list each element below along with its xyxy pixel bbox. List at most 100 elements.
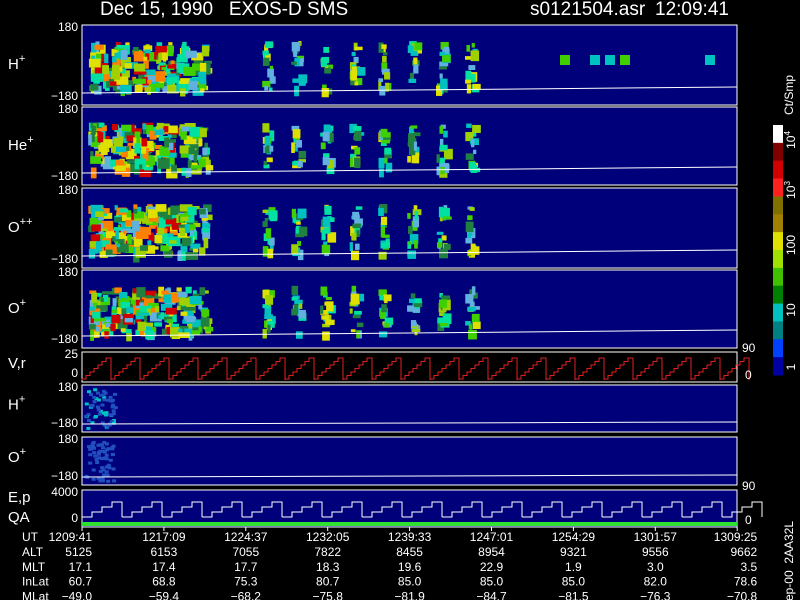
spectrogram-cell [133, 208, 138, 214]
axis-top: 180 [58, 102, 78, 116]
spectrogram-cell [199, 62, 207, 73]
spectrogram-cell [412, 216, 420, 228]
row-value: 1239:33 [388, 530, 432, 544]
spectrogram-cell [326, 88, 333, 95]
spectrogram-cell [106, 463, 111, 467]
colorbar-segment [773, 303, 783, 322]
spectrogram-cell [407, 213, 411, 219]
spectrogram-cell [102, 291, 115, 295]
spectrogram-cell [472, 132, 477, 137]
spectrogram-cell [354, 46, 363, 51]
colorbar-segment [773, 267, 783, 287]
spectrogram-cell [149, 313, 162, 322]
spectrogram-cell [439, 157, 445, 167]
spectrogram-cell [410, 293, 416, 299]
spectrogram-cell [155, 71, 166, 82]
spectrogram-cell [103, 76, 117, 88]
spectrogram-cell [323, 223, 331, 234]
spectrogram-cell [322, 131, 330, 142]
spectrogram-cell [146, 308, 151, 316]
spectrogram-cell [413, 205, 418, 213]
spectrogram-cell [170, 148, 176, 156]
spectrogram-cell [98, 409, 103, 413]
spectrogram-cell [113, 138, 123, 149]
spectrogram-cell [111, 123, 119, 131]
spectrogram-cell [407, 305, 416, 312]
panel-label: O+ [8, 297, 26, 317]
axis-bottom: −180 [51, 169, 78, 183]
spectrogram-cell [134, 211, 145, 219]
row-value: 22.9 [480, 560, 504, 574]
spectrogram-cell [117, 315, 126, 321]
spectrogram-cell [413, 57, 418, 65]
panel-label: E,p [8, 489, 31, 506]
trace [81, 474, 738, 478]
spectrogram-cell [384, 322, 390, 328]
spectrogram-cell [381, 234, 390, 238]
spectrogram-cell [378, 42, 384, 53]
spectrogram-cell [89, 245, 102, 252]
spectrogram-cell [126, 297, 137, 306]
spectrogram-cell [380, 309, 386, 319]
spectrogram-cell [110, 398, 115, 402]
spectrogram-cell [440, 41, 449, 50]
spectrogram-cell [117, 319, 128, 330]
spectrogram-cell [90, 156, 102, 164]
axis-top: 4000 [51, 485, 78, 499]
spectrogram-cell [560, 55, 570, 65]
spectrogram-cell [472, 306, 480, 310]
spectrogram-cell [104, 331, 109, 339]
axis-bottom: −180 [51, 252, 78, 266]
spectrogram-cell [189, 143, 200, 149]
row-value: 8954 [478, 545, 505, 559]
spectrogram-cell [355, 243, 360, 250]
row-value: 82.0 [644, 575, 668, 589]
spectrogram-cell [321, 59, 328, 67]
spectrogram-cell [354, 130, 362, 141]
spectrogram-cell [104, 53, 109, 64]
spectrogram-cell [327, 159, 334, 169]
spectrogram-cell [110, 405, 115, 409]
spectrogram-cell [160, 303, 173, 311]
spectrogram-cell [189, 127, 202, 137]
spectrogram-cell [147, 79, 152, 84]
spectrogram-cell [166, 73, 179, 78]
colorbar-segment [773, 285, 783, 305]
spectrogram-cell [113, 232, 126, 238]
spectrogram-cell [413, 132, 421, 137]
spectrogram-cell [118, 237, 125, 244]
row-value: −76.3 [640, 589, 671, 600]
row-value: 1217:09 [142, 530, 186, 544]
spectrogram-cell [116, 44, 129, 49]
spectrogram-cell [471, 292, 478, 299]
spectrogram-cell [351, 51, 356, 57]
spectrogram-cell [470, 138, 479, 146]
spectrogram-cell [349, 242, 353, 252]
spectrogram-cell [94, 457, 99, 461]
spectrogram-cell [120, 84, 132, 94]
spectrogram-cell [385, 162, 393, 173]
spectrogram-cell [157, 210, 164, 215]
spectrogram-cell [107, 423, 112, 427]
panel-bg [81, 351, 738, 383]
spectrogram-cell [115, 165, 126, 172]
spectrogram-cell [354, 310, 362, 315]
spectrogram-cell [384, 132, 391, 138]
row-value: 1209:41 [49, 530, 93, 544]
spectrogram-cell [133, 78, 146, 84]
spectrogram-cell [439, 125, 444, 134]
spectrogram-cell [296, 58, 304, 67]
spectrogram-cell [265, 295, 274, 305]
spectrogram-cell [466, 45, 470, 52]
spectrogram-cell [100, 479, 105, 483]
spectrogram-cell [157, 226, 165, 235]
spectrogram-cell [124, 146, 130, 151]
spectrogram-cell [98, 230, 103, 240]
spectrogram-cell [350, 153, 357, 158]
spectrogram-cell [192, 86, 204, 96]
spectrogram-cell [113, 392, 118, 396]
row-value: 1232:05 [306, 530, 350, 544]
row-value: 3.5 [741, 560, 758, 574]
spectrogram-cell [381, 304, 387, 313]
spectrogram-cell [204, 214, 213, 221]
